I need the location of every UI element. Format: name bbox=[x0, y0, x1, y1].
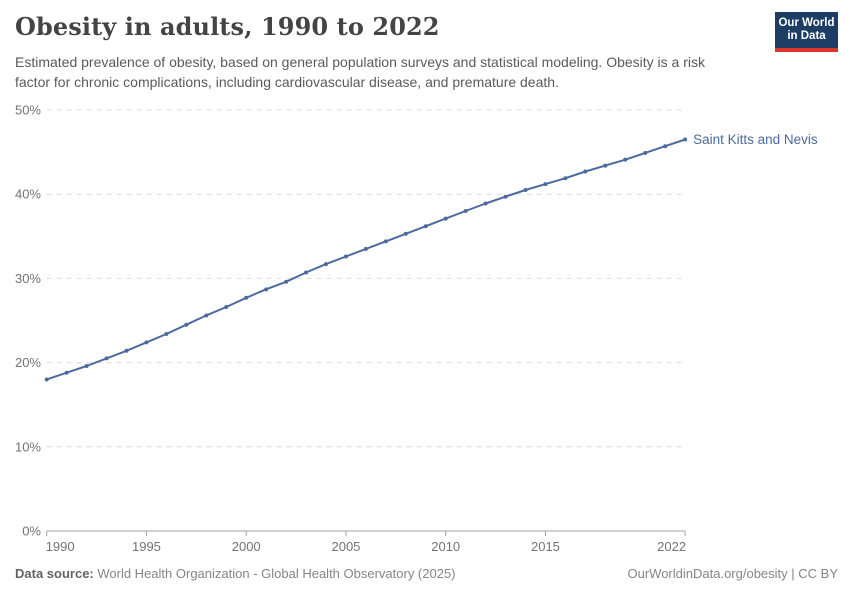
y-tick-label-0%: 0% bbox=[22, 524, 41, 539]
data-point-2015 bbox=[543, 182, 548, 187]
data-point-2004 bbox=[324, 262, 328, 267]
data-point-2020 bbox=[643, 150, 648, 155]
data-point-2018 bbox=[603, 163, 608, 168]
data-point-2000 bbox=[244, 295, 249, 300]
data-point-2009 bbox=[423, 224, 428, 229]
data-point-1992 bbox=[84, 363, 89, 368]
data-point-2016 bbox=[563, 176, 568, 181]
data-line-saint-kitts-and-nevis bbox=[45, 138, 687, 381]
x-tick-label-1990: 1990 bbox=[46, 539, 75, 554]
data-point-2022 bbox=[683, 137, 688, 142]
x-tick-label-2022: 2022 bbox=[657, 539, 686, 554]
data-point-2010 bbox=[443, 216, 448, 221]
x-tick-label-2015: 2015 bbox=[531, 539, 560, 554]
data-source-text: World Health Organization - Global Healt… bbox=[93, 566, 456, 581]
data-point-2013 bbox=[503, 194, 508, 199]
x-tick-label-2005: 2005 bbox=[331, 539, 360, 554]
data-point-2021 bbox=[663, 144, 668, 149]
x-tick-label-1995: 1995 bbox=[132, 539, 161, 554]
data-point-2006 bbox=[363, 246, 368, 251]
data-point-2008 bbox=[403, 231, 408, 236]
chart-subtitle: Estimated prevalence of obesity, based o… bbox=[15, 54, 705, 90]
data-source-note: Data source: World Health Organization -… bbox=[15, 566, 456, 581]
y-tick-label-20%: 20% bbox=[15, 355, 41, 370]
x-tick-label-2000: 2000 bbox=[232, 539, 261, 554]
data-point-2011 bbox=[463, 209, 468, 214]
data-point-2002 bbox=[284, 279, 289, 284]
data-point-1993 bbox=[104, 356, 109, 361]
y-tick-label-30%: 30% bbox=[15, 271, 41, 286]
data-source-label: Data source: bbox=[15, 566, 94, 581]
data-point-2017 bbox=[583, 169, 588, 174]
data-point-1994 bbox=[124, 348, 129, 353]
data-point-1990 bbox=[44, 377, 49, 382]
data-point-1996 bbox=[164, 331, 169, 336]
data-point-2001 bbox=[264, 287, 269, 292]
owid-logo-line1: Our World bbox=[778, 17, 835, 29]
data-point-2012 bbox=[483, 201, 488, 206]
chart-footer: Data source: World Health Organization -… bbox=[15, 566, 838, 586]
y-tick-label-10%: 10% bbox=[15, 439, 41, 454]
y-tick-label-40%: 40% bbox=[15, 187, 41, 202]
data-point-1995 bbox=[144, 340, 149, 345]
x-tick-label-2010: 2010 bbox=[431, 539, 460, 554]
data-point-2005 bbox=[343, 254, 348, 259]
data-point-1997 bbox=[184, 322, 189, 327]
data-point-2019 bbox=[623, 157, 628, 162]
data-point-1999 bbox=[224, 305, 229, 310]
series-end-label: Saint Kitts and Nevis bbox=[693, 132, 818, 147]
data-point-2007 bbox=[383, 239, 388, 244]
page-title: Obesity in adults, 1990 to 2022 bbox=[15, 12, 440, 41]
data-point-1991 bbox=[64, 370, 69, 375]
attribution-note: OurWorldinData.org/obesity | CC BY bbox=[627, 566, 839, 581]
owid-logo: Our World in Data bbox=[775, 12, 838, 52]
data-point-1998 bbox=[204, 313, 209, 318]
data-point-2014 bbox=[523, 187, 528, 192]
data-point-2003 bbox=[304, 270, 309, 275]
owid-logo-line2: in Data bbox=[787, 30, 826, 42]
y-tick-label-50%: 50% bbox=[15, 103, 41, 118]
